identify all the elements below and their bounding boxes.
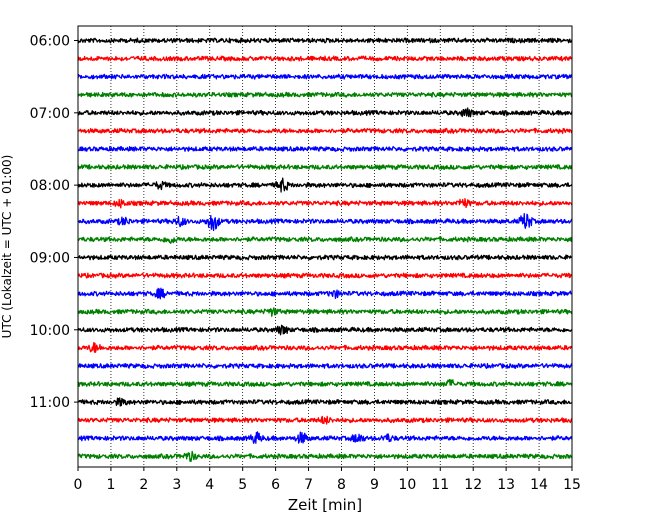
x-tick-label: 12 [464,477,482,493]
trace-0815 [77,198,573,209]
x-tick-label: 7 [304,477,313,493]
x-tick-label: 11 [431,477,449,493]
trace-0615 [77,55,573,62]
y-tick-label: 11:00 [30,395,70,411]
y-axis-ticks: 06:00 07:00 08:00 09:00 10:00 11:00 [30,34,78,411]
y-tick-label: 08:00 [30,178,70,194]
trace-1115 [77,415,573,425]
x-axis-label: Zeit [min] [288,496,362,514]
x-tick-label: 2 [139,477,148,493]
trace-0730 [77,145,573,152]
trace-1130 [77,431,573,444]
trace-0745 [77,164,573,171]
y-tick-label: 07:00 [30,106,70,122]
trace-0930 [77,287,573,300]
trace-1145 [77,450,573,462]
y-axis-label: UTC (Lokalzeit = UTC + 01:00) [0,155,14,339]
x-tick-label: 0 [74,477,83,493]
x-axis-ticks: 0 1 2 3 4 5 6 7 8 9 10 11 12 13 14 15 [74,467,581,493]
trace-0600 [77,37,573,44]
x-tick-label: 13 [497,477,515,493]
trace-0945 [77,307,573,317]
trace-0630 [77,73,573,80]
y-tick-label: 06:00 [30,34,70,50]
x-tick-label: 5 [238,477,247,493]
y-tick-label: 09:00 [30,250,70,266]
x-tick-label: 6 [271,477,280,493]
trace-0645 [77,91,573,98]
trace-1100 [77,397,573,407]
trace-0800 [77,177,573,193]
trace-1015 [77,341,573,353]
y-tick-label: 10:00 [30,323,70,339]
x-tick-label: 14 [530,477,548,493]
trace-0845 [77,236,573,245]
trace-1000 [77,324,573,336]
x-tick-label: 1 [106,477,115,493]
x-tick-label: 3 [172,477,181,493]
x-tick-label: 15 [563,477,581,493]
x-tick-label: 8 [337,477,346,493]
trace-0700 [77,107,573,118]
plot-frame [77,25,573,468]
trace-0830 [77,213,573,232]
x-tick-label: 10 [398,477,416,493]
trace-1030 [77,362,573,369]
trace-0715 [77,127,573,134]
traces [77,37,573,462]
trace-1045 [77,378,573,388]
x-tick-label: 4 [205,477,214,493]
trace-0900 [77,254,573,261]
trace-0915 [77,272,573,279]
x-tick-label: 9 [370,477,379,493]
